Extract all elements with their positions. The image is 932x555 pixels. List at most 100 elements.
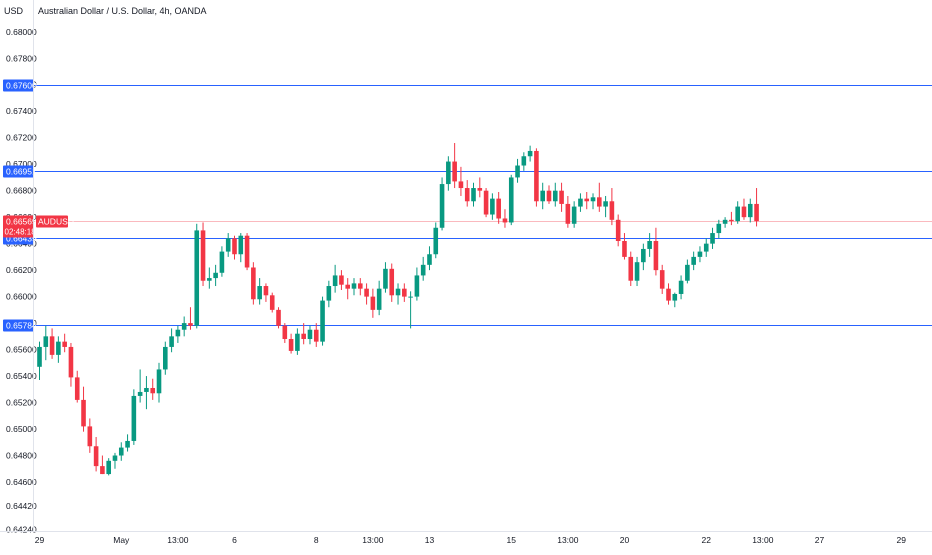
candle-body — [219, 251, 225, 273]
candle-body — [307, 329, 313, 339]
candle-body — [615, 219, 621, 242]
candle-body — [609, 201, 615, 220]
candle-body — [213, 272, 218, 279]
level-badge-label: 0.66951 — [6, 167, 37, 177]
level-badge-label: 0.65784 — [6, 321, 37, 331]
candle-body — [496, 198, 501, 219]
candle-body — [181, 323, 187, 330]
time-tick-label: 13:00 — [557, 535, 579, 545]
candle-body — [729, 219, 734, 222]
candle-body — [584, 198, 590, 202]
time-tick-label: 15 — [507, 535, 517, 545]
candle-body — [49, 336, 55, 355]
time-tick-label: 22 — [702, 535, 712, 545]
price-tick-label: 0.67000 — [6, 159, 37, 169]
price-tick-label: 0.68000 — [6, 27, 37, 37]
candle-body — [376, 288, 382, 310]
candle-body — [232, 238, 237, 255]
candle-body — [74, 377, 80, 400]
level-badge — [3, 79, 34, 92]
price-badges: 0.67600 0.66951 0.66439 0.65784 0.6656902:48… — [3, 79, 74, 332]
candle-body — [697, 251, 703, 257]
candle-body — [722, 219, 728, 224]
candle-body — [68, 346, 74, 378]
candle-body — [326, 286, 332, 301]
time-tick-label: 29 — [896, 535, 906, 545]
price-tick-label: 0.66800 — [6, 186, 37, 196]
level-badge — [3, 165, 34, 178]
candle-body — [244, 235, 250, 268]
candle-body — [420, 264, 426, 276]
countdown-label: 02:48:18 — [5, 228, 37, 237]
candle-body — [37, 346, 42, 367]
time-tick-label: 8 — [314, 535, 319, 545]
candle-body — [276, 309, 281, 326]
time-tick-label: May — [113, 535, 130, 545]
candle-body — [521, 156, 527, 166]
candle-body — [207, 278, 212, 281]
candle-body — [703, 243, 709, 252]
candle-body — [313, 329, 319, 342]
candle-body — [339, 275, 344, 285]
candle-body — [540, 190, 545, 202]
candle-body — [659, 270, 665, 289]
candle-body — [295, 333, 300, 351]
candle-body — [508, 177, 514, 223]
time-tick-label: 13:00 — [362, 535, 384, 545]
time-tick-label: 13:00 — [167, 535, 189, 545]
candle-body — [552, 190, 558, 202]
candle-body — [483, 190, 489, 215]
candle-body — [634, 262, 640, 281]
candle-body — [735, 206, 740, 222]
price-tick-label: 0.67800 — [6, 53, 37, 63]
candle-body — [446, 161, 451, 185]
price-tick-label: 0.67200 — [6, 133, 37, 143]
candle-body — [332, 275, 338, 287]
candle-body — [175, 329, 181, 337]
candle-body — [534, 150, 539, 202]
time-axis[interactable]: 29 May 13:00 6 8 13:00 13 15 13:00 20 22 13:00 27 29 — [35, 535, 906, 545]
candle-body — [200, 230, 206, 281]
candle-body — [653, 241, 659, 271]
candle-body — [357, 283, 363, 289]
candle-body — [458, 181, 464, 189]
candle-body — [628, 256, 634, 281]
candle-body — [150, 387, 156, 394]
candle-body — [402, 288, 407, 297]
level-badge — [3, 319, 34, 332]
candle-body — [603, 201, 608, 207]
candle-body — [502, 218, 508, 223]
candle-body — [62, 341, 67, 347]
candle-body — [389, 268, 395, 296]
candle-body — [301, 333, 306, 339]
candle-body — [364, 288, 369, 297]
candle-body — [345, 284, 351, 289]
candle-body — [678, 280, 684, 294]
candle-body — [559, 190, 564, 204]
price-tick-label: 0.65600 — [6, 345, 37, 355]
candle-body — [263, 286, 269, 296]
candle-body — [747, 203, 753, 218]
last-price-label: 0.66569 — [6, 217, 37, 227]
time-tick-label: 13:00 — [752, 535, 774, 545]
symbol-badge — [36, 215, 68, 228]
candle-body — [194, 230, 200, 326]
candle-body — [546, 190, 552, 202]
candle-body — [565, 203, 571, 224]
candle-body — [288, 338, 294, 351]
candle-body — [527, 150, 533, 157]
last-price-badge — [3, 215, 34, 238]
candle-body — [590, 197, 596, 202]
candle-body — [156, 369, 162, 394]
candle-body — [383, 268, 388, 289]
candle-body — [251, 267, 256, 300]
candle-body — [464, 188, 470, 202]
candle-body — [666, 288, 671, 301]
candle-body — [144, 387, 149, 392]
price-tick-label: 0.65000 — [6, 424, 37, 434]
candle-body — [112, 455, 118, 461]
price-tick-label: 0.64600 — [6, 477, 37, 487]
candle-body — [81, 399, 86, 427]
